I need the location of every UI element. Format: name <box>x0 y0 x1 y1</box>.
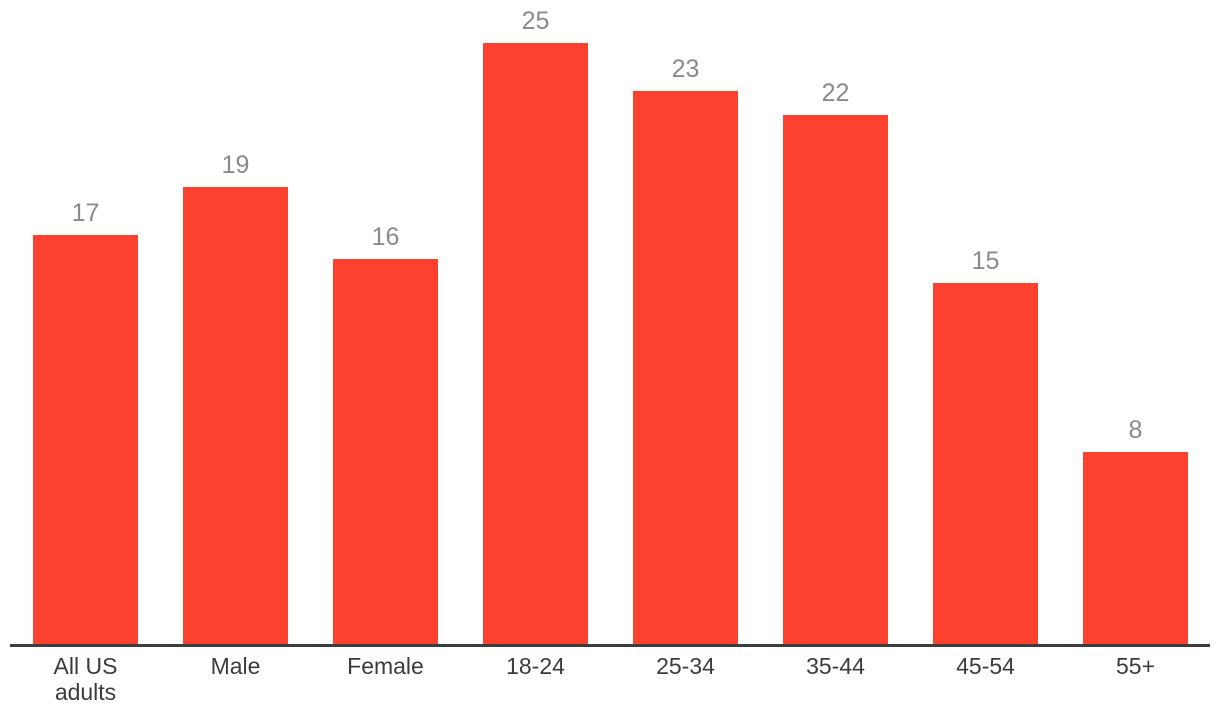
bar <box>33 235 138 644</box>
bar-slot: 25 <box>483 7 588 644</box>
bar-slot: 15 <box>933 247 1038 644</box>
bar-slot: 23 <box>633 55 738 644</box>
x-tick-label: 25-34 <box>656 653 715 679</box>
bar-value-label: 25 <box>521 7 550 35</box>
bar <box>483 43 588 644</box>
bar-slot: 8 <box>1083 416 1188 644</box>
bar-slot: 22 <box>783 79 888 644</box>
bar <box>1083 452 1188 644</box>
bar-value-label: 19 <box>221 151 250 179</box>
bar-value-label: 22 <box>821 79 850 107</box>
x-axis-ticks: All US adults Male Female 18-24 25-34 35-44 45… <box>33 653 1188 705</box>
bar <box>633 91 738 644</box>
bar <box>183 187 288 644</box>
x-tick-label: 35-44 <box>806 653 865 679</box>
bar-slot: 17 <box>33 199 138 644</box>
bar <box>933 283 1038 644</box>
x-tick-label: Male <box>210 653 261 679</box>
bar-slot: 16 <box>333 223 438 644</box>
bar <box>783 115 888 644</box>
bars-row: 17 19 16 25 23 22 15 8 <box>33 0 1188 644</box>
bar-value-label: 16 <box>371 223 400 251</box>
x-tick-label: 45-54 <box>956 653 1015 679</box>
bar-value-label: 17 <box>71 199 100 227</box>
x-axis-line <box>10 644 1210 647</box>
x-tick-label: All US adults <box>53 653 118 705</box>
bar-slot: 19 <box>183 151 288 644</box>
x-tick-label: 18-24 <box>506 653 565 679</box>
bar <box>333 259 438 644</box>
bar-value-label: 23 <box>671 55 700 83</box>
bar-value-label: 15 <box>971 247 1000 275</box>
x-tick-label: Female <box>347 653 424 679</box>
bar-value-label: 8 <box>1128 416 1143 444</box>
x-tick-label: 55+ <box>1115 653 1155 679</box>
